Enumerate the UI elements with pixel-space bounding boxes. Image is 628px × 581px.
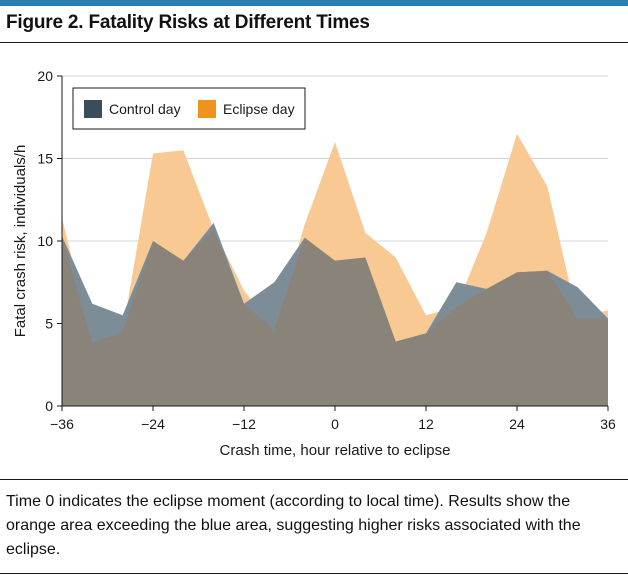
y-axis-title: Fatal crash risk, individuals/h — [12, 145, 29, 338]
area-chart: 0 5 10 15 20 −36 −24 −12 0 12 24 36 Control day Ecli… — [12, 68, 616, 459]
x-tick-label: 0 — [331, 416, 339, 432]
control-day-swatch — [84, 100, 102, 118]
y-tick-label: 5 — [45, 316, 53, 332]
overlap-area — [62, 229, 608, 406]
y-tick-label: 15 — [37, 151, 53, 167]
caption-divider — [0, 479, 628, 480]
x-tick-label: 12 — [418, 416, 434, 432]
bottom-divider — [0, 573, 628, 574]
figure-title: Figure 2. Fatality Risks at Different Ti… — [6, 12, 370, 33]
y-tick-label: 0 — [45, 398, 53, 414]
x-tick-label: 36 — [600, 416, 616, 432]
x-tick-label: −12 — [232, 416, 256, 432]
x-tick-label: −36 — [50, 416, 74, 432]
legend: Control day Eclipse day — [72, 87, 306, 130]
figure-caption: Time 0 indicates the eclipse moment (acc… — [6, 493, 581, 558]
y-tick-label: 10 — [37, 233, 53, 249]
x-tick-label: 24 — [509, 416, 525, 432]
title-divider — [0, 42, 628, 43]
axes: 0 5 10 15 20 −36 −24 −12 0 12 24 36 — [37, 68, 616, 432]
control-day-legend-label: Control day — [109, 101, 181, 117]
legend-box — [72, 87, 306, 130]
area-series — [62, 133, 608, 406]
x-tick-label: −24 — [141, 416, 165, 432]
eclipse-day-swatch — [198, 100, 216, 118]
y-tick-label: 20 — [37, 68, 53, 84]
eclipse-day-legend-label: Eclipse day — [223, 101, 295, 117]
x-axis-title: Crash time, hour relative to eclipse — [220, 442, 451, 459]
top-accent-rule — [0, 0, 628, 6]
